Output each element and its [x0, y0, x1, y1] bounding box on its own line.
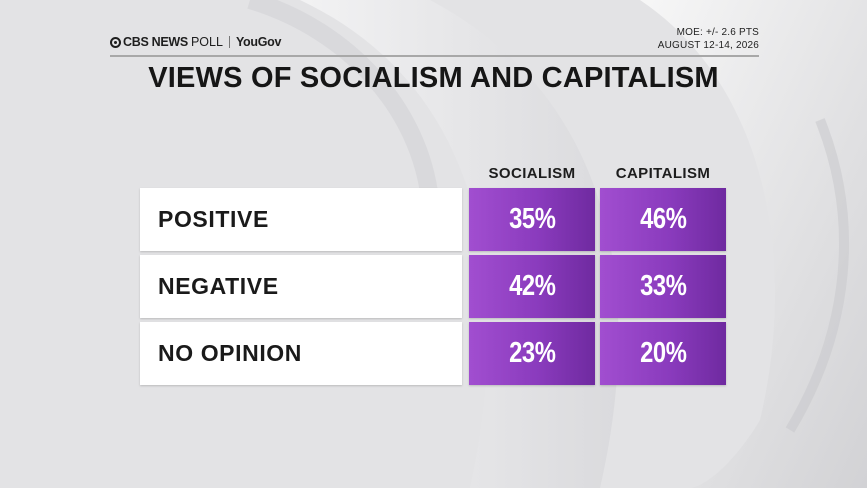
poll-dates: AUGUST 12-14, 2026: [657, 40, 759, 51]
cell-negative-socialism: 42%: [469, 255, 595, 318]
brand-name: CBS NEWS: [123, 35, 188, 49]
column-header-capitalism: CAPITALISM: [615, 165, 711, 182]
margin-of-error: MOE: +/- 2.6 PTS: [676, 27, 759, 38]
cell-no-opinion-capitalism: 20%: [600, 322, 726, 385]
cell-no-opinion-socialism: 23%: [469, 322, 595, 385]
value-label: 35%: [508, 203, 556, 235]
value-label: 20%: [639, 337, 687, 369]
chart-title: VIEWS OF SOCIALISM AND CAPITALISM: [148, 62, 719, 94]
header-divider: [110, 55, 759, 57]
row-label-no-opinion: NO OPINION: [140, 322, 462, 385]
brand-poll: POLL: [190, 35, 223, 49]
column-header-socialism: SOCIALISM: [488, 165, 576, 182]
cell-positive-capitalism: 46%: [600, 188, 726, 251]
partner-name: YouGov: [235, 35, 282, 49]
cbs-yougov-logo: CBS NEWS POLL YouGov: [110, 35, 281, 49]
row-label-positive: POSITIVE: [140, 188, 462, 251]
value-label: 46%: [639, 203, 687, 235]
value-label: 42%: [508, 270, 556, 302]
value-label: 33%: [639, 270, 687, 302]
cbs-eye-icon: [110, 36, 121, 48]
row-label-negative: NEGATIVE: [140, 255, 462, 318]
cell-positive-socialism: 35%: [469, 188, 595, 251]
brand-divider: [228, 36, 230, 48]
poll-meta: MOE: +/- 2.6 PTS AUGUST 12-14, 2026: [658, 26, 759, 52]
value-label: 23%: [508, 337, 556, 369]
cell-negative-capitalism: 33%: [600, 255, 726, 318]
